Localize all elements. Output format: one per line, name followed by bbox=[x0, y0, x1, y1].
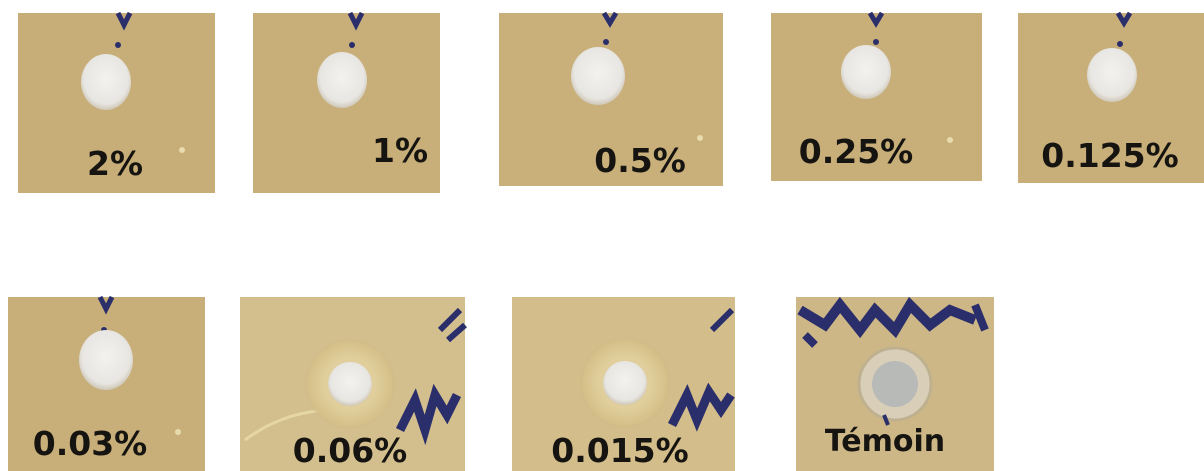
concentration-label: 0.25% bbox=[799, 132, 914, 171]
plate-panel: 0.25% bbox=[771, 13, 982, 181]
figure: 2% 1% 0.5% 0.25% 0.125% bbox=[0, 0, 1204, 471]
plate-panel: 0.125% bbox=[1018, 13, 1204, 183]
plate-panel: 0.06% bbox=[240, 297, 465, 471]
concentration-label: 0.06% bbox=[293, 431, 408, 470]
plate-panel: 2% bbox=[18, 13, 215, 193]
concentration-label: 0.03% bbox=[33, 424, 148, 463]
control-label: Témoin bbox=[825, 424, 945, 459]
plate-panel: Témoin bbox=[796, 297, 994, 471]
concentration-label: 0.5% bbox=[594, 141, 686, 180]
plate-panel: 0.5% bbox=[499, 13, 723, 186]
plate-panel: 0.03% bbox=[8, 297, 205, 471]
concentration-label: 0.125% bbox=[1041, 136, 1178, 175]
concentration-label: 0.015% bbox=[551, 431, 688, 470]
plate-panel: 1% bbox=[253, 13, 440, 193]
concentration-label: 1% bbox=[372, 131, 428, 170]
concentration-label: 2% bbox=[87, 144, 143, 183]
plate-panel: 0.015% bbox=[512, 297, 735, 471]
